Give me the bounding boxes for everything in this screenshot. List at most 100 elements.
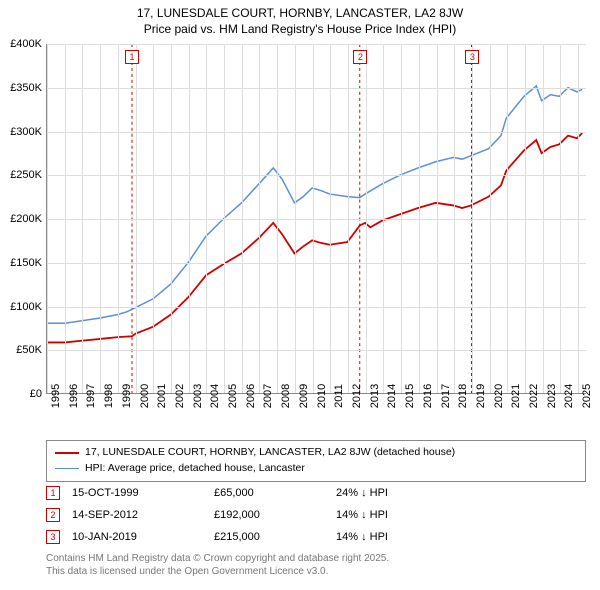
events-table: 115-OCT-1999£65,00024% ↓ HPI214-SEP-2012… bbox=[46, 482, 586, 548]
x-axis-label: 1996 bbox=[68, 384, 80, 408]
x-axis-label: 2021 bbox=[510, 384, 522, 408]
gridline-v bbox=[47, 44, 48, 393]
legend-swatch-property bbox=[55, 452, 79, 454]
event-row: 214-SEP-2012£192,00014% ↓ HPI bbox=[46, 504, 586, 526]
event-pct: 14% ↓ HPI bbox=[336, 509, 486, 521]
event-date: 14-SEP-2012 bbox=[72, 509, 202, 521]
event-date: 15-OCT-1999 bbox=[72, 487, 202, 499]
y-axis-label: £0 bbox=[2, 388, 42, 400]
gridline-h bbox=[47, 307, 586, 308]
gridline-h bbox=[47, 88, 586, 89]
x-axis-label: 2023 bbox=[546, 384, 558, 408]
title-line-1: 17, LUNESDALE COURT, HORNBY, LANCASTER, … bbox=[0, 6, 600, 22]
gridline-v bbox=[454, 44, 455, 393]
footer-line-1: Contains HM Land Registry data © Crown c… bbox=[46, 552, 586, 565]
gridline-v bbox=[277, 44, 278, 393]
x-axis-label: 2015 bbox=[404, 384, 416, 408]
gridline-v bbox=[472, 44, 473, 393]
event-row-marker: 3 bbox=[46, 530, 60, 544]
gridline-h bbox=[47, 132, 586, 133]
legend: 17, LUNESDALE COURT, HORNBY, LANCASTER, … bbox=[46, 440, 586, 482]
gridline-v bbox=[383, 44, 384, 393]
gridline-v bbox=[259, 44, 260, 393]
gridline-v bbox=[419, 44, 420, 393]
x-axis-label: 2001 bbox=[156, 384, 168, 408]
plot-area: 1 2 3 bbox=[46, 44, 586, 394]
gridline-v bbox=[118, 44, 119, 393]
x-axis-label: 2014 bbox=[386, 384, 398, 408]
x-axis-label: 2025 bbox=[581, 384, 593, 408]
gridline-v bbox=[100, 44, 101, 393]
x-axis-label: 2012 bbox=[351, 384, 363, 408]
gridline-v bbox=[578, 44, 579, 393]
x-axis-label: 2007 bbox=[262, 384, 274, 408]
series-line-hpi bbox=[47, 86, 582, 323]
gridline-h bbox=[47, 350, 586, 351]
gridline-h bbox=[47, 44, 586, 45]
footer-attribution: Contains HM Land Registry data © Crown c… bbox=[46, 552, 586, 578]
x-axis-label: 2011 bbox=[333, 384, 345, 408]
x-axis-label: 1998 bbox=[103, 384, 115, 408]
gridline-v bbox=[525, 44, 526, 393]
x-axis-label: 2020 bbox=[493, 384, 505, 408]
gridline-v bbox=[366, 44, 367, 393]
gridline-h bbox=[47, 219, 586, 220]
x-axis-label: 2010 bbox=[316, 384, 328, 408]
y-axis-label: £100K bbox=[2, 301, 42, 313]
gridline-v bbox=[82, 44, 83, 393]
gridline-v bbox=[295, 44, 296, 393]
event-marker-1: 1 bbox=[125, 50, 139, 64]
gridline-v bbox=[348, 44, 349, 393]
gridline-v bbox=[507, 44, 508, 393]
legend-label-hpi: HPI: Average price, detached house, Lanc… bbox=[85, 461, 305, 477]
x-axis-label: 2016 bbox=[422, 384, 434, 408]
gridline-v bbox=[171, 44, 172, 393]
gridline-h bbox=[47, 263, 586, 264]
x-axis-label: 2013 bbox=[369, 384, 381, 408]
chart-title: 17, LUNESDALE COURT, HORNBY, LANCASTER, … bbox=[0, 0, 600, 37]
x-axis-label: 2002 bbox=[174, 384, 186, 408]
y-axis-label: £200K bbox=[2, 213, 42, 225]
legend-swatch-hpi bbox=[55, 468, 79, 469]
x-axis-label: 2024 bbox=[563, 384, 575, 408]
legend-item-hpi: HPI: Average price, detached house, Lanc… bbox=[55, 461, 577, 477]
gridline-v bbox=[153, 44, 154, 393]
gridline-h bbox=[47, 175, 586, 176]
x-axis-label: 2019 bbox=[475, 384, 487, 408]
gridline-v bbox=[313, 44, 314, 393]
gridline-v bbox=[543, 44, 544, 393]
x-axis-label: 2022 bbox=[528, 384, 540, 408]
x-axis-label: 2005 bbox=[227, 384, 239, 408]
event-pct: 14% ↓ HPI bbox=[336, 531, 486, 543]
event-price: £192,000 bbox=[214, 509, 324, 521]
x-axis-label: 2009 bbox=[298, 384, 310, 408]
gridline-v bbox=[206, 44, 207, 393]
title-line-2: Price paid vs. HM Land Registry's House … bbox=[0, 22, 600, 38]
gridline-v bbox=[437, 44, 438, 393]
y-axis-label: £50K bbox=[2, 344, 42, 356]
x-axis-label: 2006 bbox=[245, 384, 257, 408]
event-row: 115-OCT-1999£65,00024% ↓ HPI bbox=[46, 482, 586, 504]
y-axis-label: £250K bbox=[2, 169, 42, 181]
gridline-v bbox=[65, 44, 66, 393]
event-marker-2: 2 bbox=[353, 50, 367, 64]
event-price: £215,000 bbox=[214, 531, 324, 543]
event-date: 10-JAN-2019 bbox=[72, 531, 202, 543]
gridline-v bbox=[242, 44, 243, 393]
y-axis-label: £350K bbox=[2, 82, 42, 94]
gridline-v bbox=[224, 44, 225, 393]
x-axis-label: 2000 bbox=[139, 384, 151, 408]
event-price: £65,000 bbox=[214, 487, 324, 499]
footer-line-2: This data is licensed under the Open Gov… bbox=[46, 565, 586, 578]
gridline-v bbox=[401, 44, 402, 393]
event-row: 3 10-JAN-2019 £215,000 14% ↓ HPI bbox=[46, 526, 586, 548]
event-marker-3: 3 bbox=[465, 50, 479, 64]
gridline-v bbox=[189, 44, 190, 393]
gridline-v bbox=[560, 44, 561, 393]
gridline-v bbox=[490, 44, 491, 393]
y-axis-label: £150K bbox=[2, 257, 42, 269]
x-axis-label: 2018 bbox=[457, 384, 469, 408]
legend-item-property: 17, LUNESDALE COURT, HORNBY, LANCASTER, … bbox=[55, 445, 577, 461]
x-axis-label: 2003 bbox=[192, 384, 204, 408]
event-row-marker: 1 bbox=[46, 486, 60, 500]
